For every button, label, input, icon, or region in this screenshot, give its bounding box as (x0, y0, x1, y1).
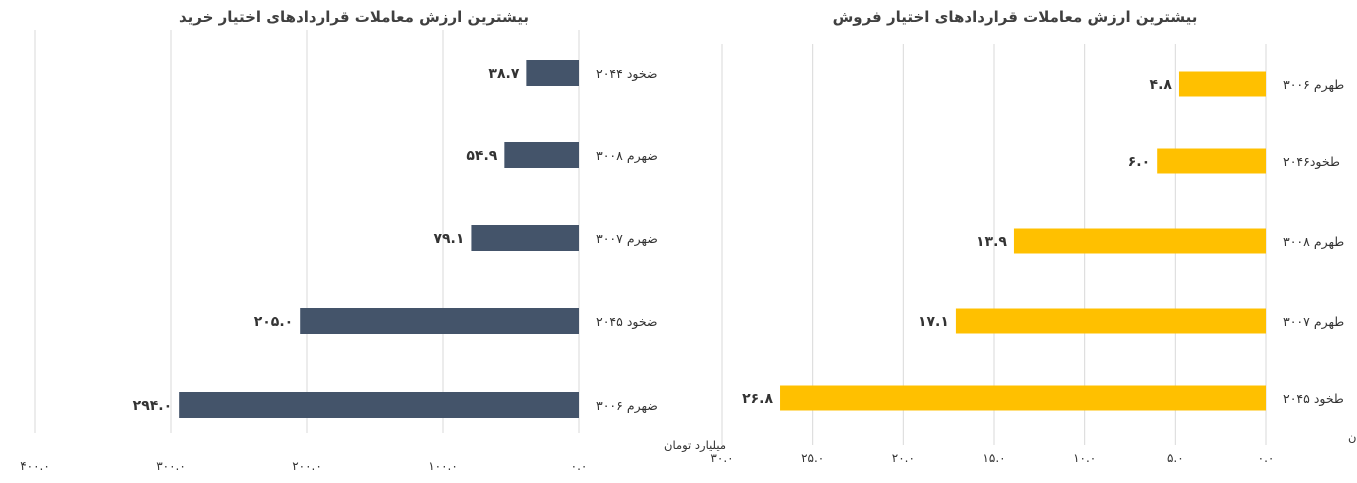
bar (780, 385, 1266, 411)
x-tick-label: ۲۰.۰ (892, 451, 915, 465)
value-label: ۱۷.۱ (918, 314, 949, 330)
bar (1178, 71, 1266, 97)
bar (1013, 228, 1266, 254)
bar (955, 308, 1266, 334)
x-tick-label: ۲۵.۰ (801, 451, 824, 465)
unit-label: میلیارد تومان (664, 438, 726, 453)
value-label: ۲۶.۸ (742, 391, 773, 407)
value-label: ۷۹.۱ (433, 231, 464, 247)
chart-title: بیشترین ارزش معاملات قراردادهای اختیار خ… (179, 8, 529, 26)
bar (179, 392, 579, 418)
category-label: طهرم ۳۰۰۶ (1283, 77, 1344, 93)
chart-title: بیشترین ارزش معاملات قراردادهای اختیار ف… (833, 8, 1198, 26)
x-tick-label: ۳۰.۰ (710, 451, 733, 465)
x-tick-label: ۰.۰ (571, 459, 588, 473)
value-label: ۱۳.۹ (976, 234, 1007, 250)
value-label: ۳۸.۷ (488, 66, 519, 82)
value-label: ۶.۰ (1128, 154, 1150, 170)
unit-label: میلیارد تومان (1348, 430, 1357, 445)
category-label: ضهرم ۳۰۰۶ (596, 398, 658, 414)
x-tick-label: ۵.۰ (1167, 451, 1184, 465)
call-options-chart: بیشترین ارزش معاملات قراردادهای اختیار خ… (20, 8, 726, 473)
category-label: طخود۲۰۴۶ (1283, 154, 1340, 170)
category-label: طخود ۲۰۴۵ (1283, 391, 1344, 407)
x-tick-label: ۱۵.۰ (982, 451, 1005, 465)
x-tick-label: ۴۰۰.۰ (20, 459, 50, 473)
bar (504, 142, 579, 168)
x-tick-label: ۰.۰ (1258, 451, 1275, 465)
x-tick-label: ۱۰۰.۰ (428, 459, 458, 473)
x-tick-label: ۱۰.۰ (1073, 451, 1096, 465)
x-tick-label: ۳۰۰.۰ (156, 459, 186, 473)
value-label: ۵۴.۹ (466, 148, 497, 164)
value-label: ۲۰۵.۰ (254, 314, 294, 330)
category-label: طهرم ۳۰۰۷ (1283, 314, 1344, 330)
category-label: ضهرم ۳۰۰۷ (596, 231, 658, 247)
put-options-chart: بیشترین ارزش معاملات قراردادهای اختیار ف… (710, 8, 1357, 465)
value-label: ۲۹۴.۰ (133, 398, 173, 414)
value-label: ۴.۸ (1150, 77, 1173, 93)
x-tick-label: ۲۰۰.۰ (292, 459, 322, 473)
category-label: ضخود ۲۰۴۵ (596, 314, 658, 330)
bar (1157, 148, 1266, 174)
bar (471, 225, 579, 251)
category-label: طهرم ۳۰۰۸ (1283, 234, 1344, 250)
bar (300, 308, 579, 334)
category-label: ضهرم ۳۰۰۸ (596, 148, 658, 164)
category-label: ضخود ۲۰۴۴ (596, 66, 658, 82)
bar (526, 60, 579, 86)
